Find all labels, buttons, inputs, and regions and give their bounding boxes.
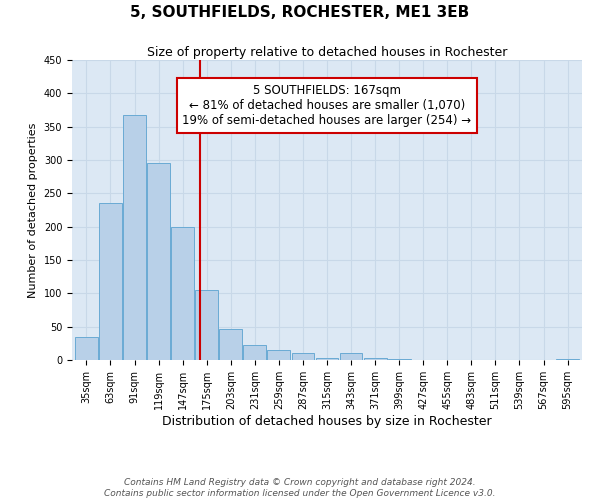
- Bar: [99, 202, 122, 360]
- Bar: [123, 116, 146, 360]
- Bar: [316, 358, 338, 360]
- Y-axis label: Number of detached properties: Number of detached properties: [28, 122, 38, 298]
- Bar: [220, 330, 242, 360]
- Text: 5, SOUTHFIELDS, ROCHESTER, ME1 3EB: 5, SOUTHFIELDS, ROCHESTER, ME1 3EB: [130, 5, 470, 20]
- Bar: [195, 290, 218, 360]
- Bar: [147, 162, 170, 360]
- Title: Size of property relative to detached houses in Rochester: Size of property relative to detached ho…: [147, 46, 507, 59]
- Bar: [75, 336, 98, 360]
- Text: 5 SOUTHFIELDS: 167sqm
← 81% of detached houses are smaller (1,070)
19% of semi-d: 5 SOUTHFIELDS: 167sqm ← 81% of detached …: [182, 84, 472, 127]
- Bar: [340, 354, 362, 360]
- X-axis label: Distribution of detached houses by size in Rochester: Distribution of detached houses by size …: [162, 414, 492, 428]
- Bar: [171, 228, 194, 360]
- Bar: [364, 358, 386, 360]
- Bar: [244, 346, 266, 360]
- Bar: [268, 350, 290, 360]
- Text: Contains HM Land Registry data © Crown copyright and database right 2024.
Contai: Contains HM Land Registry data © Crown c…: [104, 478, 496, 498]
- Bar: [292, 354, 314, 360]
